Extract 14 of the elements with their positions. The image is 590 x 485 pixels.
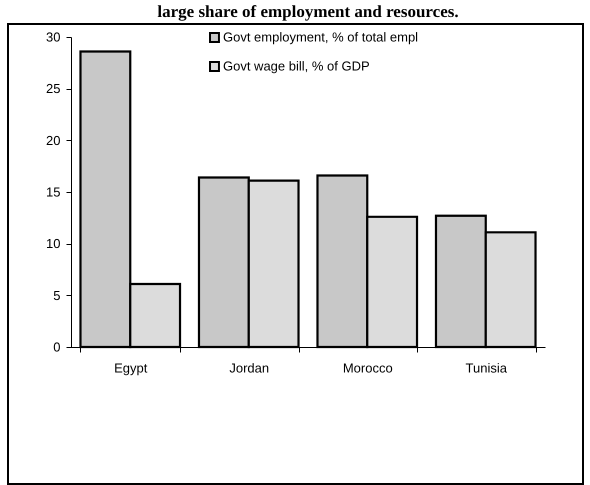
y-tick-label: 15 [46,184,60,200]
x-tick-label: Tunisia [466,360,508,376]
x-tick-label: Egypt [114,360,148,376]
x-tick-label: Morocco [342,360,393,376]
legend-label: Govt wage bill, % of GDP [222,58,370,74]
legend-label: Govt employment, % of total empl [222,30,418,44]
chart-title: large share of employment and resources. [157,2,459,21]
y-tick-label: 10 [46,236,60,252]
y-tick-label: 20 [46,132,60,148]
y-tick-label: 5 [53,288,60,303]
y-tick-label: 25 [46,81,60,96]
y-tick-label: 30 [46,30,60,44]
y-tick-label: 0 [53,340,60,354]
x-tick-label: Jordan [229,360,270,376]
